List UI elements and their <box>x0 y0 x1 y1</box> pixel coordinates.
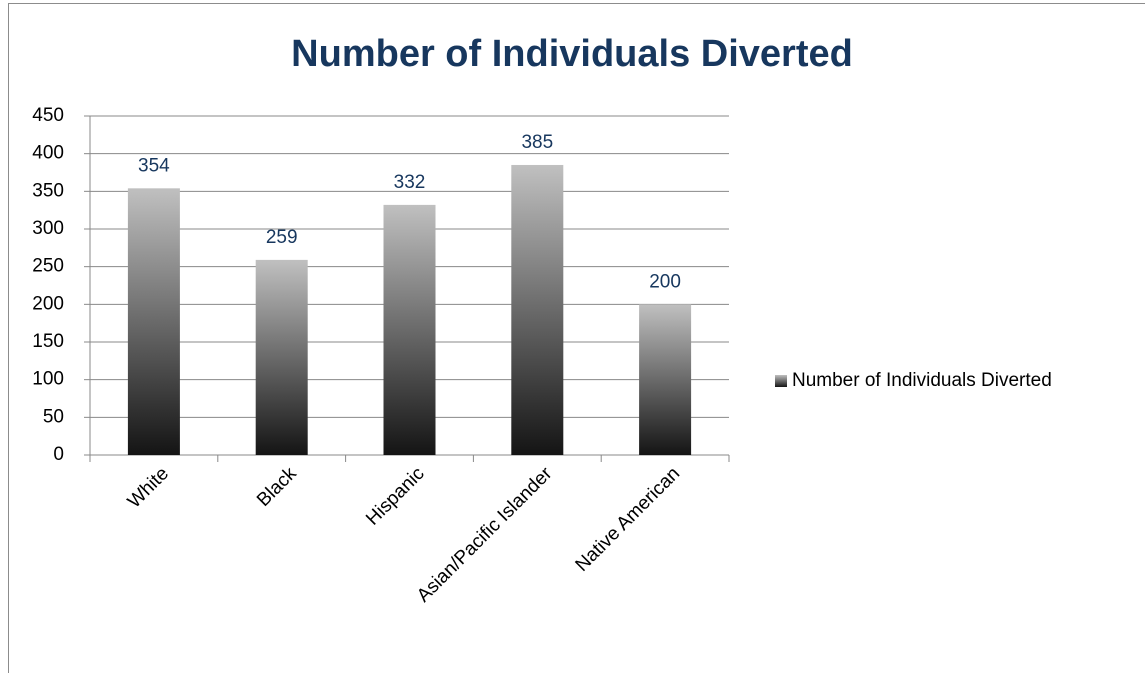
y-tick-label: 350 <box>32 180 64 201</box>
data-label: 259 <box>266 227 298 248</box>
bar <box>127 188 180 455</box>
y-tick-label: 150 <box>32 331 64 352</box>
bar <box>511 164 564 455</box>
y-tick-label: 300 <box>32 218 64 239</box>
data-label: 385 <box>521 132 553 153</box>
y-tick-label: 100 <box>32 369 64 390</box>
data-label: 332 <box>394 172 426 193</box>
x-tick-label: Native American <box>572 463 685 576</box>
y-tick-label: 400 <box>32 143 64 164</box>
bar <box>383 204 436 455</box>
bar <box>255 259 308 455</box>
chart-title: Number of Individuals Diverted <box>291 33 853 75</box>
chart-border <box>8 3 1145 673</box>
x-tick-label: White <box>124 463 173 512</box>
y-tick-label: 450 <box>32 105 64 126</box>
x-tick-label: Hispanic <box>362 463 428 529</box>
data-label: 354 <box>138 155 170 176</box>
bar <box>639 304 692 455</box>
legend-label: Number of Individuals Diverted <box>792 370 1052 391</box>
y-tick-label: 50 <box>43 406 64 427</box>
x-tick-label: Asian/Pacific Islander <box>413 463 557 607</box>
y-tick-label: 250 <box>32 256 64 277</box>
legend-swatch <box>775 375 787 387</box>
x-tick-label: Black <box>253 463 301 511</box>
data-label: 200 <box>649 271 681 292</box>
y-tick-label: 200 <box>32 293 64 314</box>
y-tick-label: 0 <box>53 444 64 465</box>
